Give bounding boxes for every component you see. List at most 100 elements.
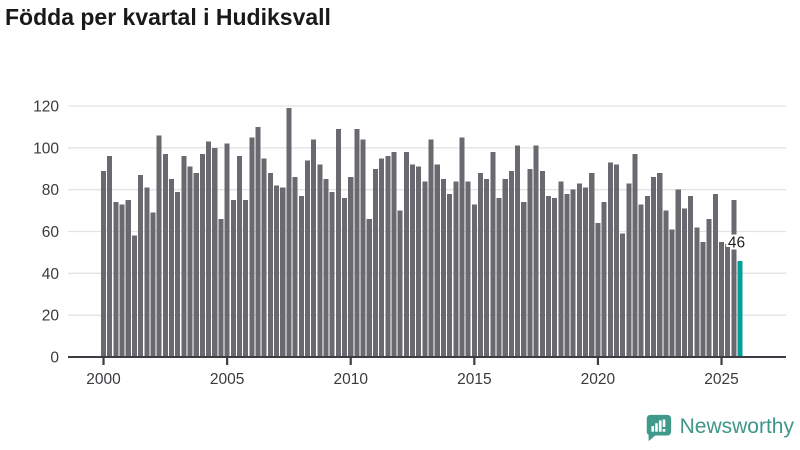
bar-2018-q2 xyxy=(552,198,558,357)
bar-2019-q1 xyxy=(570,189,576,357)
y-tick-label-60: 60 xyxy=(42,224,60,241)
bar-2001-q2 xyxy=(131,235,137,357)
bar-2016-q1 xyxy=(496,198,502,357)
x-tick-label-2025: 2025 xyxy=(704,371,738,388)
bar-2021-q1 xyxy=(620,233,626,357)
bar-2023-q2 xyxy=(675,189,681,357)
bar-2013-q2 xyxy=(428,139,434,357)
bar-2019-q4 xyxy=(589,172,595,357)
bar-2025-q1 xyxy=(719,241,725,357)
x-tick-label-2015: 2015 xyxy=(457,371,491,388)
bar-2002-q1 xyxy=(150,212,156,357)
bar-2007-q4 xyxy=(292,177,298,357)
bar-2025-q4 xyxy=(737,260,743,357)
bar-2015-q2 xyxy=(477,172,484,357)
bar-2015-q1 xyxy=(471,204,477,357)
bar-2011-q3 xyxy=(385,156,391,357)
bar-2019-q2 xyxy=(576,183,582,357)
bar-2013-q3 xyxy=(434,164,440,357)
bar-2017-q4 xyxy=(539,170,545,357)
bar-2007-q2 xyxy=(280,187,286,357)
bar-2006-q4 xyxy=(267,172,273,357)
bar-2016-q3 xyxy=(508,170,514,357)
bar-2003-q2 xyxy=(181,156,187,357)
bar-2014-q2 xyxy=(453,181,459,357)
bar-2001-q1 xyxy=(125,200,131,358)
bar-2022-q1 xyxy=(644,195,650,357)
bar-2018-q3 xyxy=(558,181,564,357)
bar-2012-q2 xyxy=(403,152,409,357)
bar-2005-q2 xyxy=(230,200,236,358)
bar-2019-q3 xyxy=(583,187,589,357)
brand-footer: Newsworthy xyxy=(643,412,794,442)
bar-2013-q4 xyxy=(440,179,446,357)
bar-2021-q4 xyxy=(638,204,644,357)
bar-2009-q3 xyxy=(335,129,341,357)
bar-2006-q2 xyxy=(255,126,261,357)
bar-2010-q2 xyxy=(354,129,360,357)
bar-2012-q1 xyxy=(397,210,403,357)
y-tick-label-0: 0 xyxy=(50,350,59,367)
bar-2020-q1 xyxy=(595,223,601,357)
bar-2010-q1 xyxy=(348,177,354,357)
bar-2024-q4 xyxy=(712,193,718,357)
bar-2016-q4 xyxy=(515,145,521,357)
bar-2024-q1 xyxy=(694,227,700,357)
bar-2002-q4 xyxy=(168,179,175,357)
bar-2004-q4 xyxy=(218,218,224,357)
bar-2017-q3 xyxy=(533,145,539,357)
bar-2000-q1 xyxy=(101,170,107,357)
bar-2011-q4 xyxy=(391,152,397,357)
bar-2005-q4 xyxy=(243,200,249,358)
y-tick-label-40: 40 xyxy=(42,266,60,283)
bar-2010-q4 xyxy=(366,218,372,357)
bar-2000-q2 xyxy=(107,156,113,357)
bar-2003-q1 xyxy=(175,191,181,357)
y-tick-label-100: 100 xyxy=(33,140,59,157)
brand-name: Newsworthy xyxy=(679,415,794,438)
bar-2006-q3 xyxy=(261,158,267,357)
bar-2010-q3 xyxy=(360,139,366,357)
y-tick-label-20: 20 xyxy=(42,308,60,325)
bar-2004-q3 xyxy=(212,147,218,357)
y-tick-label-120: 120 xyxy=(33,99,59,116)
bar-2009-q4 xyxy=(342,198,348,357)
latest-value-label: 46 xyxy=(728,234,745,251)
bar-2022-q4 xyxy=(663,210,669,357)
x-tick-label-2010: 2010 xyxy=(333,371,368,388)
page-title: Födda per kvartal i Hudiksvall xyxy=(5,4,331,30)
bar-2018-q1 xyxy=(545,195,552,357)
bar-2023-q1 xyxy=(669,229,675,357)
bar-2002-q3 xyxy=(162,154,168,357)
newsworthy-logo-icon xyxy=(646,414,671,442)
bar-2014-q4 xyxy=(465,181,471,357)
bar-2001-q3 xyxy=(138,175,144,357)
bar-2011-q1 xyxy=(372,168,378,357)
x-tick-label-2005: 2005 xyxy=(210,371,244,388)
bar-2024-q2 xyxy=(700,241,706,357)
bar-2023-q3 xyxy=(681,208,687,357)
bar-2001-q4 xyxy=(144,187,150,357)
bar-2006-q1 xyxy=(249,137,255,358)
bar-2016-q2 xyxy=(502,179,508,357)
bar-2007-q1 xyxy=(274,185,280,357)
bar-2004-q2 xyxy=(206,141,212,357)
bar-2008-q3 xyxy=(311,139,317,357)
bar-2009-q1 xyxy=(323,179,329,357)
bar-2007-q3 xyxy=(286,108,292,357)
bar-2015-q3 xyxy=(484,179,490,357)
bar-2020-q2 xyxy=(601,202,607,357)
bar-2018-q4 xyxy=(564,193,570,357)
bar-2024-q3 xyxy=(706,218,712,357)
bar-2012-q4 xyxy=(416,166,422,357)
logo-exclaim-stem xyxy=(662,419,665,427)
bar-2014-q1 xyxy=(447,193,453,357)
bar-2017-q2 xyxy=(527,168,533,357)
logo-bar-3 xyxy=(658,420,662,432)
bar-2021-q3 xyxy=(632,154,638,357)
bar-2000-q4 xyxy=(119,204,125,357)
bar-2008-q2 xyxy=(304,160,310,357)
bar-2003-q4 xyxy=(193,172,199,357)
